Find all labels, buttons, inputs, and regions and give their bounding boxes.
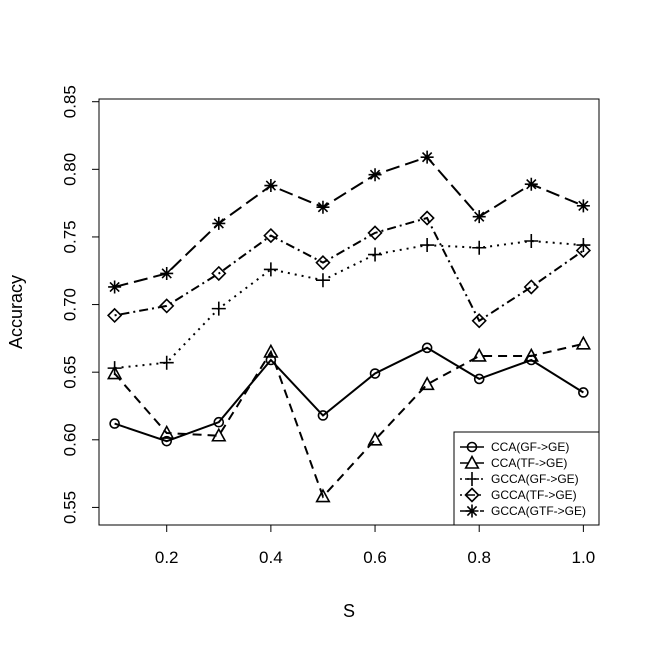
data-point [159,298,175,314]
data-point [263,262,278,277]
y-tick-label: 0.65 [61,356,80,389]
data-point [367,431,383,446]
data-point [471,313,487,329]
legend-marker [464,487,480,503]
y-axis-title: Accuracy [6,275,26,349]
data-point [108,280,122,294]
x-tick-label: 0.2 [155,548,179,567]
legend-item: GCCA(GTF->GE) [460,504,586,518]
data-point [211,427,227,442]
data-point [159,355,174,370]
data-point [315,488,331,503]
legend-label: CCA(TF->GE) [491,456,567,470]
data-point [420,150,434,164]
legend-item: CCA(TF->GE) [460,454,567,470]
data-point [368,247,383,262]
data-point [419,210,435,226]
data-point [524,234,539,248]
legend-marker [465,472,479,486]
legend-marker [465,504,479,518]
legend-label: CCA(GF->GE) [491,440,569,454]
y-tick-label: 0.75 [61,220,80,253]
data-point [575,242,592,259]
x-axis-title: S [343,601,355,621]
x-axis: 0.2 0.4 0.6 0.8 1.0 [155,524,596,567]
data-point [523,279,539,295]
data-point [107,361,122,376]
data-point [211,301,226,316]
data-point [263,343,279,358]
data-point [317,410,329,421]
legend: CCA(GF->GE) CCA(TF->GE) GCCA(GF->GE) GCCA(T… [453,431,600,526]
legend-item: GCCA(TF->GE) [460,487,577,503]
data-point [161,435,173,447]
x-tick-label: 0.6 [363,548,387,567]
series-1 [109,342,589,447]
data-point [420,238,435,253]
legend-label: GCCA(GTF->GE) [491,504,586,518]
data-point [160,266,174,280]
series-5 [108,150,590,294]
data-point [316,200,330,214]
data-point [524,177,538,191]
data-point [315,273,330,288]
series-line [114,239,584,370]
legend-marker [466,441,478,453]
data-point [265,354,277,366]
y-tick-label: 0.55 [61,491,80,524]
data-point [315,255,331,271]
data-point [421,342,433,354]
series-line [114,346,584,443]
data-point [106,307,123,324]
data-point [471,347,487,362]
y-axis: 0.55 0.60 0.65 0.70 0.75 0.80 0.85 [61,85,100,524]
data-point [472,240,487,255]
series-3 [107,234,591,376]
data-point [369,368,381,379]
series-4 [106,210,592,329]
data-point [523,347,539,362]
data-point [264,179,278,193]
legend-label: GCCA(GF->GE) [491,472,579,486]
data-point [211,265,227,282]
series-line [114,156,584,288]
legend-item: GCCA(GF->GE) [460,472,579,486]
data-point [576,199,590,213]
data-point [472,210,486,224]
data-point [575,335,592,350]
data-point [367,225,383,241]
data-point [159,424,175,439]
data-point [213,416,225,428]
y-tick-label: 0.70 [61,288,80,321]
legend-marker [464,454,480,469]
data-point [368,168,382,182]
legend-label: GCCA(TF->GE) [491,488,577,502]
series-2 [106,335,592,503]
series-layer [106,150,592,503]
y-tick-label: 0.85 [61,85,80,118]
series-line [113,342,584,499]
data-point [212,216,226,230]
data-point [578,387,589,398]
data-point [419,376,435,391]
legend-item: CCA(GF->GE) [460,440,569,454]
y-tick-label: 0.60 [61,423,80,456]
data-point [106,365,123,380]
x-tick-label: 0.8 [467,548,491,567]
series-line [114,216,584,323]
y-tick-label: 0.80 [61,153,80,186]
data-point [109,418,120,429]
x-tick-label: 0.4 [259,548,283,567]
x-tick-label: 1.0 [572,548,596,567]
data-point [263,227,279,244]
data-point [473,373,485,385]
